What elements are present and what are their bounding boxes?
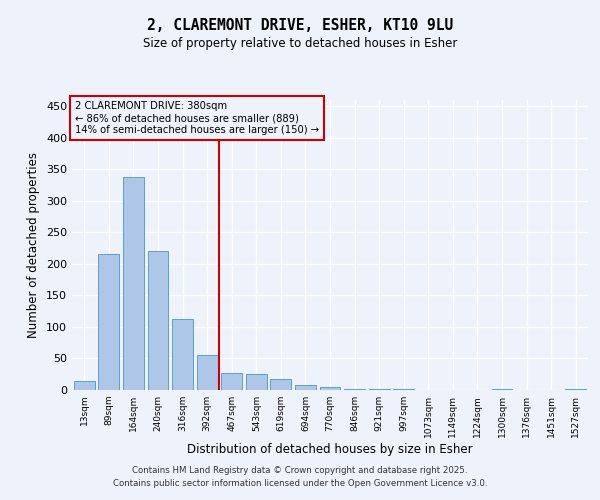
- Text: Contains HM Land Registry data © Crown copyright and database right 2025.
Contai: Contains HM Land Registry data © Crown c…: [113, 466, 487, 487]
- Bar: [148, 250, 169, 390]
- Bar: [295, 385, 316, 390]
- Bar: [98, 254, 119, 390]
- Bar: [271, 378, 292, 390]
- Bar: [74, 380, 95, 390]
- Text: 2 CLAREMONT DRIVE: 380sqm
← 86% of detached houses are smaller (889)
14% of semi: 2 CLAREMONT DRIVE: 380sqm ← 86% of detac…: [74, 102, 319, 134]
- Bar: [197, 356, 218, 390]
- Bar: [246, 374, 267, 390]
- Bar: [123, 177, 144, 390]
- Bar: [491, 388, 512, 390]
- Bar: [565, 388, 586, 390]
- Text: 2, CLAREMONT DRIVE, ESHER, KT10 9LU: 2, CLAREMONT DRIVE, ESHER, KT10 9LU: [147, 18, 453, 32]
- X-axis label: Distribution of detached houses by size in Esher: Distribution of detached houses by size …: [187, 442, 473, 456]
- Y-axis label: Number of detached properties: Number of detached properties: [28, 152, 40, 338]
- Bar: [221, 373, 242, 390]
- Bar: [172, 320, 193, 390]
- Bar: [320, 387, 340, 390]
- Text: Size of property relative to detached houses in Esher: Size of property relative to detached ho…: [143, 38, 457, 51]
